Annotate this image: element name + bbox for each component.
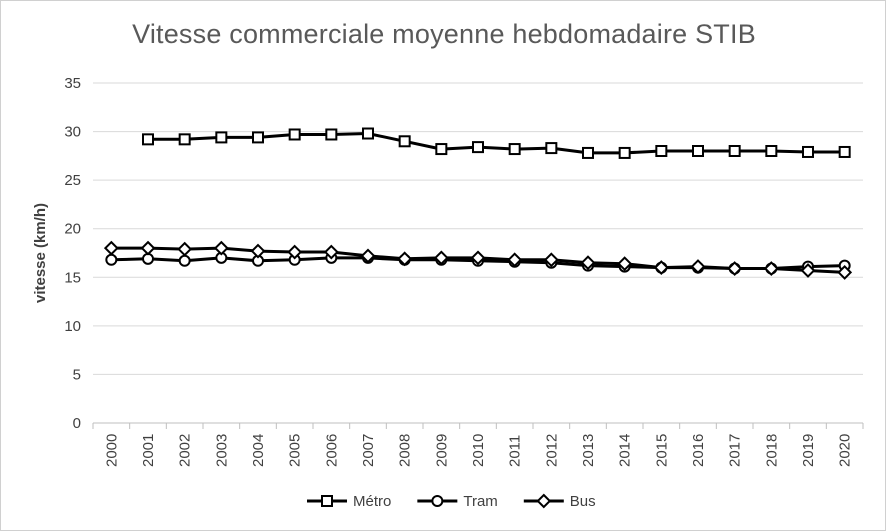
data-point-metro bbox=[362, 127, 374, 140]
axis-layer: 0 5 10 15 20 25 30 35 2000 2001 2002 2003 2004 2005 20… bbox=[32, 75, 864, 467]
data-point-bus bbox=[727, 261, 743, 276]
data-point-bus bbox=[470, 250, 486, 266]
x-tick-label: 2010 bbox=[470, 434, 487, 467]
data-point-bus bbox=[177, 241, 193, 257]
data-point-metro bbox=[398, 135, 411, 148]
y-tick-label: 30 bbox=[64, 124, 81, 141]
data-point-metro bbox=[692, 145, 704, 157]
x-tick-label: 2012 bbox=[543, 434, 560, 467]
x-tick-label: 2008 bbox=[397, 434, 414, 467]
x-tick-label: 2011 bbox=[507, 435, 524, 467]
data-point-metro bbox=[435, 143, 448, 156]
data-point-metro bbox=[582, 146, 594, 159]
x-tick-label: 2007 bbox=[360, 434, 377, 467]
data-point-bus bbox=[763, 261, 779, 276]
chart-title: Vitesse commerciale moyenne hebdomadaire… bbox=[132, 19, 756, 49]
data-point-bus bbox=[580, 255, 596, 271]
data-point-metro bbox=[215, 131, 228, 144]
data-point-tram bbox=[178, 254, 191, 267]
data-point-bus bbox=[617, 256, 633, 272]
data-point-tram bbox=[105, 253, 118, 266]
x-tick-label: 2003 bbox=[213, 434, 230, 467]
series-metro bbox=[142, 127, 851, 159]
y-tick-label: 20 bbox=[64, 221, 81, 238]
legend-label: Bus bbox=[570, 493, 596, 510]
data-point-bus bbox=[690, 259, 706, 275]
series-layer bbox=[103, 127, 853, 280]
data-point-metro bbox=[838, 145, 851, 158]
legend-label: Métro bbox=[353, 493, 391, 510]
x-tick-label: 2013 bbox=[580, 434, 597, 467]
x-tick-label: 2005 bbox=[287, 434, 304, 467]
data-point-metro bbox=[325, 128, 338, 141]
legend-item-tram: Tram bbox=[417, 493, 498, 510]
legend-marker bbox=[321, 495, 333, 507]
data-point-bus bbox=[800, 263, 816, 278]
y-tick-label: 0 bbox=[73, 415, 81, 432]
x-tick-label: 2004 bbox=[250, 434, 267, 467]
x-tick-label: 2017 bbox=[727, 434, 744, 467]
data-point-bus bbox=[397, 251, 413, 267]
data-point-metro bbox=[655, 145, 668, 157]
x-tick-label: 2015 bbox=[653, 434, 670, 467]
x-tick-label: 2016 bbox=[690, 434, 707, 467]
data-point-metro bbox=[618, 146, 631, 159]
x-tick-label: 2019 bbox=[800, 434, 817, 467]
data-point-metro bbox=[288, 128, 301, 141]
data-point-metro bbox=[802, 145, 814, 158]
data-point-bus bbox=[360, 248, 376, 264]
y-tick-label: 25 bbox=[64, 172, 81, 189]
data-point-bus bbox=[543, 252, 559, 268]
series-line-metro bbox=[148, 132, 845, 155]
x-tick-label: 2018 bbox=[763, 434, 780, 467]
data-point-metro bbox=[728, 145, 741, 157]
series-bus bbox=[103, 240, 853, 280]
x-tick-label: 2000 bbox=[103, 434, 120, 467]
x-tick-label: 2020 bbox=[837, 434, 854, 467]
x-tick-label: 2014 bbox=[617, 434, 634, 467]
data-point-metro bbox=[508, 143, 521, 156]
data-point-bus bbox=[140, 240, 156, 256]
data-point-bus bbox=[323, 244, 339, 260]
legend-item-bus: Bus bbox=[523, 493, 596, 510]
y-tick-label: 35 bbox=[64, 75, 81, 92]
data-point-metro bbox=[765, 145, 778, 157]
data-point-metro bbox=[178, 133, 191, 146]
y-tick-label: 5 bbox=[73, 366, 81, 383]
y-tick-label: 15 bbox=[64, 269, 81, 286]
data-point-metro bbox=[545, 142, 558, 155]
legend-marker bbox=[536, 493, 552, 509]
data-point-bus bbox=[250, 243, 266, 259]
data-point-bus bbox=[653, 260, 669, 275]
data-point-metro bbox=[142, 133, 154, 146]
legend-label: Tram bbox=[463, 493, 497, 510]
data-point-bus bbox=[837, 265, 853, 280]
data-point-metro bbox=[252, 131, 264, 144]
grid-layer bbox=[93, 82, 863, 375]
legend-marker bbox=[431, 495, 444, 507]
data-point-bus bbox=[433, 250, 449, 266]
data-point-bus bbox=[213, 240, 229, 256]
data-point-metro bbox=[472, 141, 484, 154]
x-tick-label: 2001 bbox=[140, 434, 157, 467]
data-point-bus bbox=[103, 240, 119, 256]
x-tick-label: 2002 bbox=[177, 434, 194, 467]
y-axis-label: vitesse (km/h) bbox=[32, 203, 49, 303]
legend-item-metro: Métro bbox=[307, 493, 391, 510]
x-tick-label: 2009 bbox=[433, 434, 450, 467]
legend: Métro Tram Bus bbox=[307, 493, 596, 510]
data-point-bus bbox=[287, 244, 303, 260]
y-tick-label: 10 bbox=[64, 318, 81, 335]
x-tick-label: 2006 bbox=[323, 434, 340, 467]
data-point-bus bbox=[507, 252, 523, 268]
